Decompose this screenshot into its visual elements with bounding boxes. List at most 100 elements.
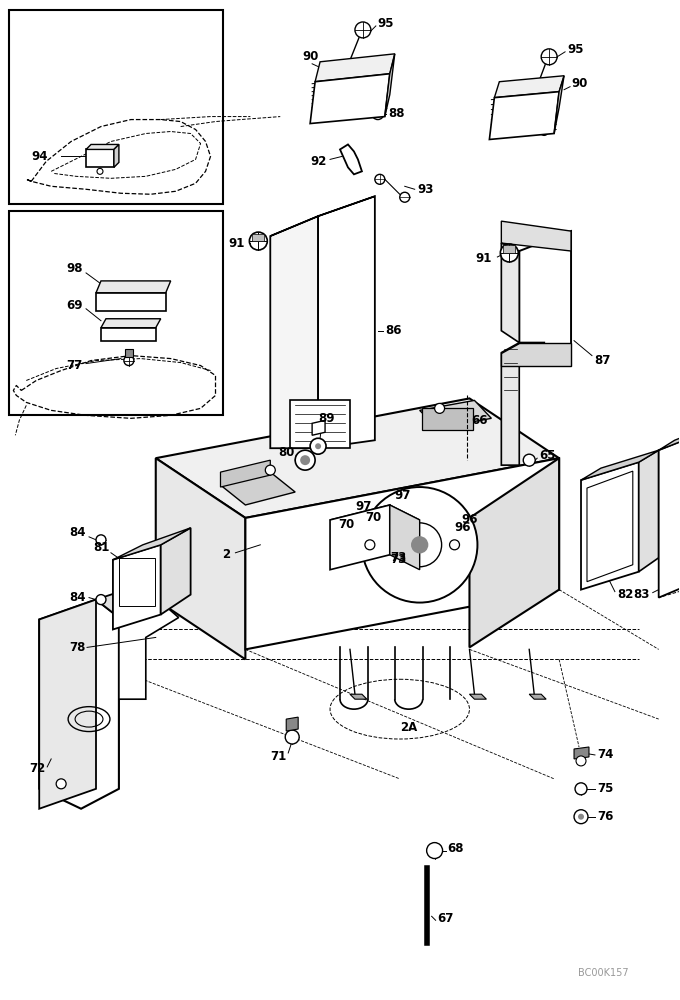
Text: 2: 2 <box>222 548 231 561</box>
Text: 92: 92 <box>310 155 326 168</box>
Circle shape <box>576 756 586 766</box>
Polygon shape <box>318 196 375 448</box>
Circle shape <box>411 536 428 553</box>
Text: 93: 93 <box>418 183 434 196</box>
Polygon shape <box>350 694 367 699</box>
Polygon shape <box>581 462 639 590</box>
Circle shape <box>250 232 267 250</box>
Circle shape <box>541 49 557 65</box>
Text: 78: 78 <box>69 641 86 654</box>
Text: 84: 84 <box>69 591 86 604</box>
Polygon shape <box>385 54 395 117</box>
Circle shape <box>265 465 275 475</box>
Text: 96: 96 <box>462 513 478 526</box>
Circle shape <box>96 535 106 545</box>
Polygon shape <box>501 343 520 465</box>
Circle shape <box>96 595 106 605</box>
Polygon shape <box>310 74 390 124</box>
Polygon shape <box>119 598 179 699</box>
Circle shape <box>523 454 535 466</box>
Circle shape <box>375 174 385 184</box>
Polygon shape <box>529 694 546 699</box>
Text: 84: 84 <box>69 526 86 539</box>
Circle shape <box>449 540 460 550</box>
Text: 90: 90 <box>571 77 588 90</box>
Circle shape <box>500 244 518 262</box>
Polygon shape <box>101 328 156 341</box>
Polygon shape <box>160 528 190 615</box>
Polygon shape <box>501 221 571 251</box>
Text: 88: 88 <box>388 107 405 120</box>
Circle shape <box>435 403 445 413</box>
Polygon shape <box>340 144 362 174</box>
Text: 76: 76 <box>597 810 613 823</box>
Polygon shape <box>96 281 171 293</box>
Polygon shape <box>420 400 492 428</box>
Circle shape <box>578 814 584 820</box>
Polygon shape <box>312 420 325 435</box>
Text: 91: 91 <box>475 252 492 265</box>
Text: 2A: 2A <box>400 721 417 734</box>
Circle shape <box>355 22 371 38</box>
Polygon shape <box>520 231 571 366</box>
Polygon shape <box>39 600 96 809</box>
Polygon shape <box>501 343 571 366</box>
Circle shape <box>365 540 375 550</box>
Text: 68: 68 <box>447 842 464 855</box>
Polygon shape <box>659 435 680 598</box>
Circle shape <box>400 192 410 202</box>
Circle shape <box>574 810 588 824</box>
Bar <box>119 558 155 606</box>
Text: 74: 74 <box>597 748 613 761</box>
Text: 77: 77 <box>66 359 82 372</box>
Polygon shape <box>156 458 245 659</box>
Text: 75: 75 <box>597 782 613 795</box>
Circle shape <box>310 438 326 454</box>
Polygon shape <box>659 425 680 450</box>
Polygon shape <box>156 398 559 518</box>
Bar <box>422 408 473 430</box>
Polygon shape <box>330 505 420 535</box>
Circle shape <box>300 455 310 465</box>
Polygon shape <box>315 54 395 82</box>
Bar <box>10 211 224 415</box>
Text: 87: 87 <box>594 354 611 367</box>
Circle shape <box>426 843 443 859</box>
Polygon shape <box>86 149 114 167</box>
Text: 81: 81 <box>93 541 109 554</box>
Polygon shape <box>220 460 270 487</box>
Text: 95: 95 <box>378 17 394 30</box>
Text: 90: 90 <box>302 50 318 63</box>
Polygon shape <box>220 472 295 505</box>
Polygon shape <box>113 528 190 560</box>
Text: 71: 71 <box>270 750 286 763</box>
Text: 73: 73 <box>390 551 406 564</box>
Circle shape <box>295 450 315 470</box>
Polygon shape <box>469 458 559 647</box>
Polygon shape <box>101 319 160 328</box>
Text: 97: 97 <box>395 489 411 502</box>
Polygon shape <box>639 450 659 572</box>
Polygon shape <box>114 144 119 167</box>
Text: 97: 97 <box>355 500 371 513</box>
Polygon shape <box>270 216 318 448</box>
Text: 98: 98 <box>66 262 83 275</box>
Polygon shape <box>494 76 564 98</box>
Polygon shape <box>125 349 133 357</box>
Circle shape <box>575 783 587 795</box>
Text: 94: 94 <box>31 150 48 163</box>
Polygon shape <box>490 92 559 139</box>
Polygon shape <box>245 458 559 649</box>
Polygon shape <box>501 243 520 343</box>
Text: 70: 70 <box>365 511 381 524</box>
Circle shape <box>362 487 477 603</box>
Text: 83: 83 <box>633 588 649 601</box>
Text: 67: 67 <box>438 912 454 925</box>
Polygon shape <box>113 545 160 629</box>
Circle shape <box>285 730 299 744</box>
Text: 80: 80 <box>278 446 294 459</box>
Text: 70: 70 <box>338 518 354 531</box>
Text: 65: 65 <box>539 449 556 462</box>
Polygon shape <box>252 234 265 241</box>
Text: 86: 86 <box>385 324 401 337</box>
